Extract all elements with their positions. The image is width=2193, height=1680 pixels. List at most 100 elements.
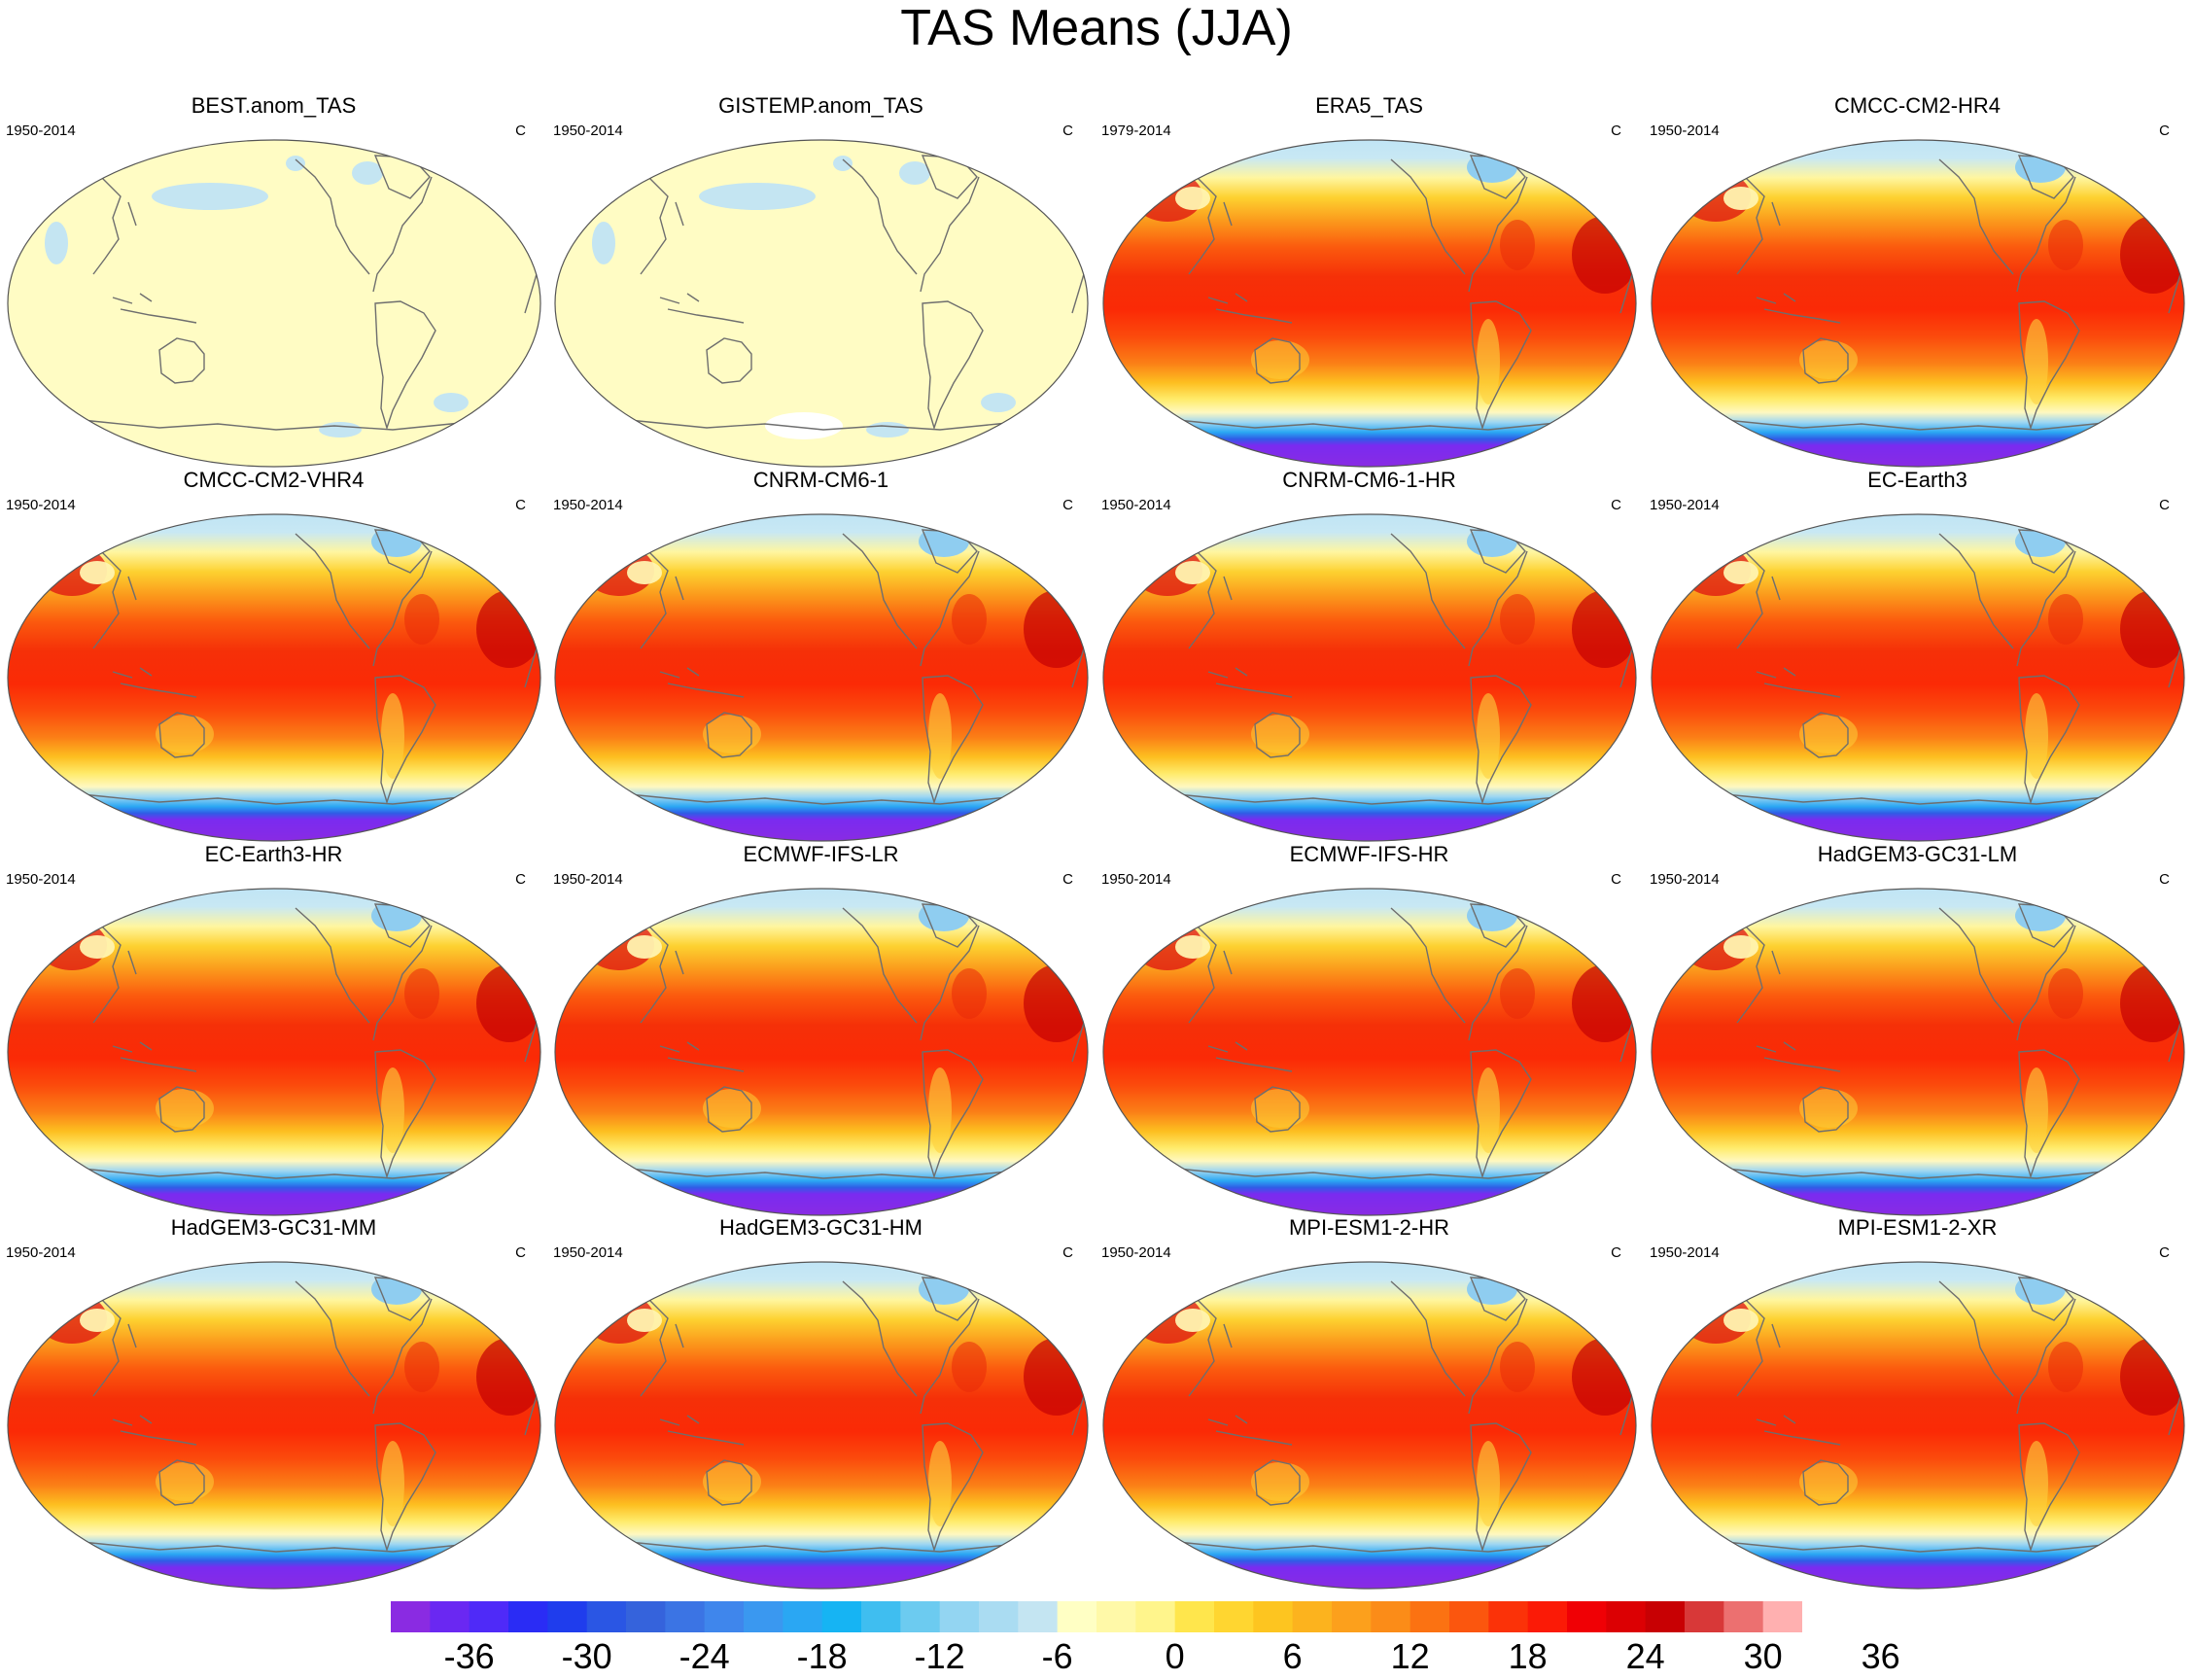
map-panel: CNRM-CM6-1-HR 1950-2014 C bbox=[1096, 468, 1643, 842]
plateau-cool-spot bbox=[1175, 561, 1210, 584]
coastlines bbox=[1686, 155, 2181, 431]
colorbar-swatch bbox=[821, 1601, 862, 1632]
colorbar-labels: -36 -30 -24 -18 -12 -6 0 6 12 18 24 30 36 bbox=[0, 1633, 2193, 1680]
robinson-map bbox=[1651, 513, 2185, 842]
colorbar-swatch bbox=[861, 1601, 901, 1632]
colorbar-tick-label: -36 bbox=[443, 1636, 495, 1676]
map-border bbox=[554, 1261, 1089, 1590]
colorbar-swatch bbox=[1096, 1601, 1136, 1632]
hotspot-central bbox=[952, 968, 987, 1019]
map-border bbox=[554, 139, 1089, 468]
colorbar-swatch bbox=[1488, 1601, 1529, 1632]
colorbar-swatch bbox=[744, 1601, 783, 1632]
panel-period: 1950-2014 bbox=[1650, 871, 1720, 888]
colorbar-swatch bbox=[1332, 1601, 1372, 1632]
andes-cool-band bbox=[381, 1068, 404, 1153]
andes-cool-band bbox=[1477, 693, 1500, 779]
plateau-cool-spot bbox=[1723, 187, 1758, 210]
andes-cool-band bbox=[928, 1441, 952, 1526]
map-border bbox=[1102, 888, 1637, 1216]
colorbar-swatch bbox=[1567, 1601, 1607, 1632]
colorbar-tick-label: -18 bbox=[796, 1636, 848, 1676]
robinson-map bbox=[1102, 513, 1637, 842]
panel-period: 1950-2014 bbox=[1650, 497, 1720, 513]
map-border bbox=[1102, 1261, 1637, 1590]
hotspot-central bbox=[404, 594, 439, 645]
plateau-cool-spot bbox=[1175, 935, 1210, 959]
panel-units: C bbox=[1062, 497, 1073, 513]
hotspot-central bbox=[2048, 1342, 2083, 1392]
panel-title: HadGEM3-GC31-LM bbox=[1817, 842, 2018, 866]
robinson-map bbox=[1102, 888, 1637, 1216]
colorbar-swatch bbox=[783, 1601, 823, 1632]
panel-title: GISTEMP.anom_TAS bbox=[718, 93, 923, 118]
australia-warm-patch bbox=[703, 1462, 761, 1501]
anomaly-patch bbox=[866, 422, 909, 438]
colorbar bbox=[391, 1601, 1802, 1632]
colorbar-tick-label: 36 bbox=[1861, 1636, 1900, 1676]
australia-warm-patch bbox=[156, 1462, 214, 1501]
panel-period: 1950-2014 bbox=[6, 122, 76, 139]
colorbar-swatch bbox=[939, 1601, 980, 1632]
andes-cool-band bbox=[2025, 693, 2048, 779]
map-panel: EC-Earth3-HR 1950-2014 C bbox=[0, 842, 547, 1216]
panel-period: 1950-2014 bbox=[553, 122, 623, 139]
panel-units: C bbox=[1062, 871, 1073, 888]
hotspot-central bbox=[2048, 968, 2083, 1019]
hotspot-central bbox=[952, 594, 987, 645]
coastlines bbox=[589, 529, 1085, 805]
australia-warm-patch bbox=[1799, 1462, 1858, 1501]
map-border bbox=[1651, 513, 2185, 842]
australia-warm-patch bbox=[1799, 715, 1858, 753]
panel-title: HadGEM3-GC31-MM bbox=[170, 1215, 377, 1240]
panel-units: C bbox=[515, 122, 526, 139]
panel-units: C bbox=[2159, 122, 2170, 139]
panel-title: ECMWF-IFS-HR bbox=[1289, 842, 1449, 866]
colorbar-swatch bbox=[1018, 1601, 1059, 1632]
robinson-map bbox=[1102, 139, 1637, 468]
coastlines bbox=[1686, 903, 2181, 1179]
panel-title: BEST.anom_TAS bbox=[191, 93, 357, 118]
australia-warm-patch bbox=[156, 1089, 214, 1128]
panel-title: EC-Earth3-HR bbox=[204, 842, 343, 866]
colorbar-swatch bbox=[1527, 1601, 1568, 1632]
robinson-map bbox=[554, 513, 1089, 842]
andes-cool-band bbox=[1477, 319, 1500, 404]
colorbar-swatch bbox=[1057, 1601, 1097, 1632]
panel-units: C bbox=[515, 497, 526, 513]
panel-title: CNRM-CM6-1 bbox=[752, 468, 889, 492]
map-panel: HadGEM3-GC31-HM 1950-2014 C bbox=[547, 1215, 1095, 1590]
anomaly-patch bbox=[286, 156, 305, 171]
coastlines bbox=[42, 155, 538, 431]
plateau-cool-spot bbox=[1723, 561, 1758, 584]
map-border bbox=[1651, 1261, 2185, 1590]
colorbar-swatch bbox=[704, 1601, 745, 1632]
andes-cool-band bbox=[381, 1441, 404, 1526]
australia-warm-patch bbox=[1251, 1462, 1309, 1501]
australia-warm-patch bbox=[1799, 340, 1858, 379]
map-border bbox=[554, 513, 1089, 842]
panel-units: C bbox=[1611, 497, 1621, 513]
map-border bbox=[7, 139, 541, 468]
map-border bbox=[7, 1261, 541, 1590]
panel-title: MPI-ESM1-2-XR bbox=[1837, 1215, 1998, 1240]
map-panel: ERA5_TAS 1979-2014 C bbox=[1096, 93, 1643, 468]
map-panel: ECMWF-IFS-HR 1950-2014 C bbox=[1096, 842, 1643, 1216]
hotspot-central bbox=[1500, 594, 1535, 645]
panel-units: C bbox=[1062, 1244, 1073, 1261]
panel-period: 1950-2014 bbox=[6, 1244, 76, 1261]
hotspot-central bbox=[2048, 220, 2083, 270]
panel-title: HadGEM3-GC31-HM bbox=[718, 1215, 923, 1240]
australia-warm-patch bbox=[1251, 1089, 1309, 1128]
coastlines bbox=[1137, 903, 1633, 1179]
andes-cool-band bbox=[2025, 1068, 2048, 1153]
colorbar-swatch bbox=[1135, 1601, 1176, 1632]
anomaly-patch bbox=[152, 183, 268, 210]
colorbar-swatch bbox=[508, 1601, 548, 1632]
colorbar-swatch bbox=[626, 1601, 666, 1632]
panel-period: 1950-2014 bbox=[553, 871, 623, 888]
hotspot-central bbox=[2048, 594, 2083, 645]
andes-cool-band bbox=[928, 693, 952, 779]
anomaly-patch bbox=[352, 161, 383, 185]
robinson-map bbox=[7, 139, 541, 468]
